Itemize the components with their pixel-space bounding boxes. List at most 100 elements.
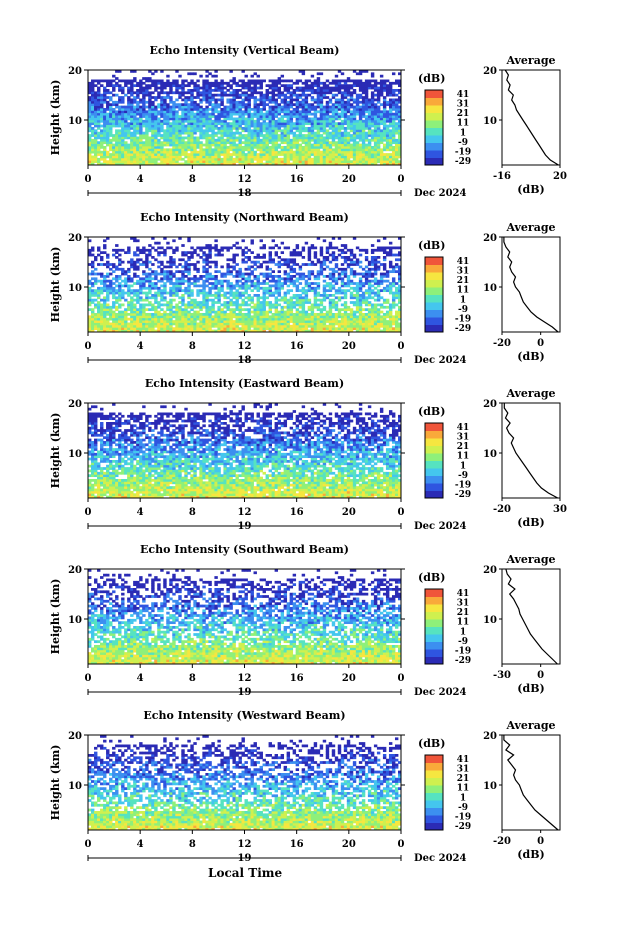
heatmap-cell <box>202 292 205 295</box>
heatmap-cell <box>302 141 305 144</box>
heatmap-cell <box>181 299 184 302</box>
heatmap-cell <box>121 148 124 151</box>
heatmap-cell <box>359 96 362 99</box>
heatmap-cell <box>187 294 190 297</box>
heatmap-cell <box>175 118 178 121</box>
heatmap-cell <box>139 258 142 261</box>
heatmap-cell <box>350 94 353 97</box>
heatmap-cell <box>196 292 199 295</box>
heatmap-cell <box>124 120 127 123</box>
heatmap-cell <box>202 148 205 151</box>
heatmap-cell <box>278 134 281 137</box>
heatmap-cell <box>275 287 278 290</box>
heatmap-cell <box>302 113 305 116</box>
heatmap-cell <box>308 84 311 87</box>
heatmap-cell <box>160 148 163 151</box>
heatmap-cell <box>106 84 109 87</box>
heatmap-cell <box>130 137 133 140</box>
heatmap-cell <box>338 137 341 140</box>
heatmap-cell <box>232 113 235 116</box>
heatmap-cell <box>284 110 287 113</box>
heatmap-cell <box>205 137 208 140</box>
heatmap-cell <box>275 89 278 92</box>
heatmap-cell <box>389 118 392 121</box>
heatmap-cell <box>127 160 130 163</box>
heatmap-cell <box>290 129 293 132</box>
heatmap-cell <box>368 108 371 111</box>
heatmap-cell <box>359 134 362 137</box>
heatmap-cell <box>229 84 232 87</box>
heatmap-cell <box>88 82 91 85</box>
heatmap-cell <box>163 270 166 273</box>
heatmap-cell <box>238 273 241 276</box>
heatmap-cell <box>106 299 109 302</box>
heatmap-cell <box>269 120 272 123</box>
heatmap-cell <box>217 325 220 328</box>
heatmap-cell <box>199 134 202 137</box>
heatmap-cell <box>205 244 208 247</box>
heatmap-cell <box>136 108 139 111</box>
heatmap-cell <box>311 148 314 151</box>
heatmap-cell <box>154 311 157 314</box>
heatmap-cell <box>332 80 335 83</box>
heatmap-cell <box>178 156 181 159</box>
heatmap-cell <box>368 151 371 154</box>
heatmap-cell <box>160 323 163 326</box>
heatmap-cell <box>184 91 187 94</box>
heatmap-cell <box>160 320 163 323</box>
heatmap-cell <box>136 103 139 106</box>
heatmap-cell <box>272 129 275 132</box>
heatmap-cell <box>284 325 287 328</box>
heatmap-cell <box>290 156 293 159</box>
heatmap-cell <box>251 139 254 142</box>
heatmap-cell <box>359 148 362 151</box>
heatmap-cell <box>94 110 97 113</box>
heatmap-cell <box>220 146 223 149</box>
heatmap-cell <box>266 292 269 295</box>
heatmap-cell <box>142 261 145 264</box>
heatmap-cell <box>251 148 254 151</box>
heatmap-cell <box>100 115 103 118</box>
heatmap-cell <box>356 137 359 140</box>
heatmap-cell <box>220 108 223 111</box>
heatmap-cell <box>275 103 278 106</box>
heatmap-cell <box>302 106 305 109</box>
heatmap-cell <box>362 134 365 137</box>
heatmap-cell <box>187 306 190 309</box>
heatmap-cell <box>344 103 347 106</box>
heatmap-cell <box>220 103 223 106</box>
heatmap-cell <box>320 82 323 85</box>
heatmap-cell <box>266 289 269 292</box>
heatmap-cell <box>362 156 365 159</box>
heatmap-cell <box>302 146 305 149</box>
heatmap-cell <box>254 277 257 280</box>
heatmap-cell <box>344 108 347 111</box>
heatmap-cell <box>263 301 266 304</box>
heatmap-cell <box>266 89 269 92</box>
heatmap-cell <box>151 148 154 151</box>
heatmap-cell <box>248 287 251 290</box>
heatmap-cell <box>335 110 338 113</box>
heatmap-cell <box>383 115 386 118</box>
heatmap-cell <box>356 84 359 87</box>
heatmap-cell <box>139 251 142 254</box>
heatmap-cell <box>199 249 202 252</box>
heatmap-cell <box>320 151 323 154</box>
heatmap-cell <box>139 146 142 149</box>
heatmap-cell <box>88 304 91 307</box>
heatmap-cell <box>368 129 371 132</box>
heatmap-cell <box>238 101 241 104</box>
heatmap-cell <box>154 242 157 245</box>
heatmap-cell <box>103 129 106 132</box>
heatmap-cell <box>103 320 106 323</box>
heatmap-cell <box>115 256 118 259</box>
heatmap-cell <box>254 141 257 144</box>
heatmap-cell <box>272 139 275 142</box>
heatmap-cell <box>166 96 169 99</box>
heatmap-cell <box>100 327 103 330</box>
heatmap-cell <box>317 158 320 161</box>
heatmap-cell <box>341 91 344 94</box>
heatmap-cell <box>257 146 260 149</box>
heatmap-cell <box>311 89 314 92</box>
heatmap-cell <box>314 146 317 149</box>
